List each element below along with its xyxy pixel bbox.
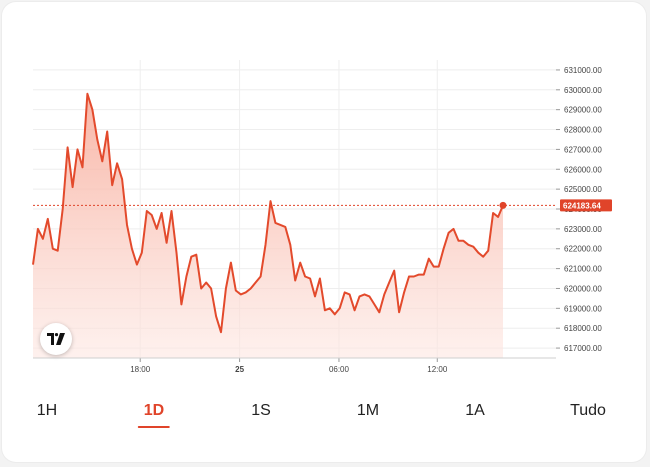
tab-1d[interactable]: 1D — [137, 398, 171, 430]
y-tick-label: 626000.00 — [564, 165, 602, 174]
y-tick-label: 621000.00 — [564, 265, 602, 274]
y-tick-label: 628000.00 — [564, 126, 602, 135]
last-price-badge-bg — [560, 199, 612, 212]
x-tick-label: 06:00 — [329, 365, 350, 374]
last-price-badge: 624183.64 — [560, 199, 612, 212]
tab-1m[interactable]: 1M — [356, 402, 380, 419]
y-tick-label: 618000.00 — [564, 324, 602, 333]
y-tick-label: 623000.00 — [564, 225, 602, 234]
tab-tudo[interactable]: Tudo — [570, 402, 606, 419]
x-tick-label: 12:00 — [427, 365, 448, 374]
price-line — [32, 92, 504, 334]
y-tick-label: 619000.00 — [564, 304, 602, 313]
last-price-point — [499, 201, 507, 209]
x-tick-label: 25 — [235, 365, 244, 374]
y-tick-label: 617000.00 — [564, 344, 602, 353]
price-chart[interactable]: 631000.00 630000.00 629000.00 628000.00 6270… — [0, 0, 650, 400]
y-tick-label: 627000.00 — [564, 145, 602, 154]
tab-1s[interactable]: 1S — [251, 402, 271, 419]
y-tick-label: 622000.00 — [564, 245, 602, 254]
tab-1h[interactable]: 1H — [36, 402, 58, 419]
x-tick-label: 18:00 — [130, 365, 151, 374]
y-tick-label: 630000.00 — [564, 86, 602, 95]
y-tick-label: 629000.00 — [564, 106, 602, 115]
y-tick-label: 620000.00 — [564, 284, 602, 293]
x-axis-ticks: 18:00 25 06:00 12:00 — [33, 357, 556, 374]
y-tick-label: 625000.00 — [564, 185, 602, 194]
tradingview-logo[interactable] — [40, 323, 72, 355]
tab-1a[interactable]: 1A — [465, 402, 485, 419]
timeframe-tabs: 1H 1D 1S 1M 1A Tudo — [0, 398, 650, 438]
last-price-label: 624183.64 — [563, 201, 601, 210]
y-tick-label: 631000.00 — [564, 66, 602, 75]
tradingview-logo-icon — [47, 333, 65, 345]
